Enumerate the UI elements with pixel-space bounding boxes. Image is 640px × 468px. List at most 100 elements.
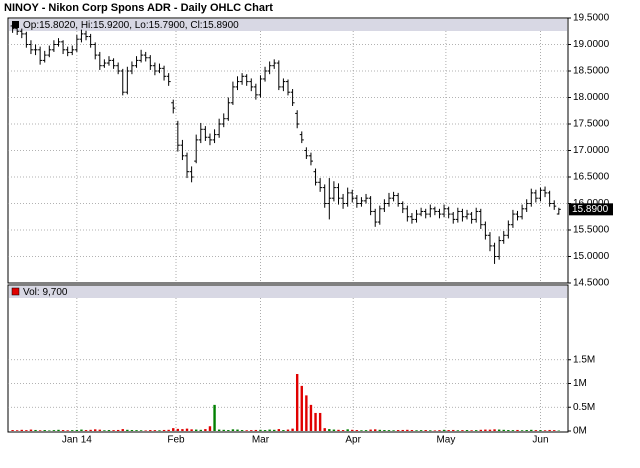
volume-bar bbox=[149, 430, 152, 431]
volume-bar bbox=[369, 429, 372, 431]
volume-bar bbox=[66, 430, 69, 431]
volume-bar bbox=[360, 430, 363, 431]
volume-bar bbox=[351, 429, 354, 431]
volume-bar bbox=[116, 429, 120, 431]
volume-bar bbox=[15, 430, 19, 431]
volume-bar bbox=[511, 430, 515, 431]
volume-bar bbox=[456, 430, 460, 431]
volume-bar bbox=[84, 430, 88, 431]
volume-bar bbox=[250, 430, 253, 431]
volume-bar bbox=[438, 430, 441, 431]
volume-bar bbox=[328, 429, 331, 431]
volume-bar bbox=[282, 430, 285, 431]
volume-bar bbox=[488, 429, 492, 431]
volume-bar bbox=[217, 429, 221, 431]
volume-bar bbox=[300, 385, 303, 431]
plot-layer: 14.500015.000015.500016.000016.500017.00… bbox=[8, 13, 613, 446]
volume-bar bbox=[57, 429, 60, 431]
volume-bar bbox=[410, 430, 414, 431]
volume-bar bbox=[52, 430, 56, 431]
volume-bar bbox=[502, 429, 505, 431]
volume-bar bbox=[29, 429, 33, 431]
volume-bar bbox=[378, 429, 382, 431]
volume-bar bbox=[484, 429, 487, 431]
volume-bar bbox=[543, 430, 547, 431]
y-tick-label: 16.5000 bbox=[573, 172, 610, 183]
volume-bar bbox=[383, 430, 386, 431]
volume-bar bbox=[534, 430, 538, 431]
volume-bar bbox=[213, 404, 216, 431]
volume-bar bbox=[465, 430, 469, 431]
volume-bar bbox=[433, 430, 437, 431]
volume-bar bbox=[61, 430, 65, 431]
x-tick-label: Feb bbox=[167, 435, 185, 446]
volume-bar bbox=[337, 429, 340, 431]
volume-bar bbox=[346, 429, 349, 431]
volume-strip bbox=[9, 286, 567, 298]
volume-bar bbox=[539, 430, 542, 431]
volume-bar bbox=[424, 430, 427, 431]
volume-bar bbox=[162, 429, 166, 431]
volume-bar bbox=[419, 430, 423, 431]
volume-bar bbox=[447, 430, 450, 431]
volume-bar bbox=[516, 429, 519, 431]
volume-bar bbox=[474, 430, 478, 431]
volume-bar bbox=[387, 430, 391, 431]
volume-bar bbox=[530, 429, 533, 431]
y-tick-label: 19.5000 bbox=[573, 13, 610, 24]
volume-tick-label: 0.5M bbox=[573, 402, 595, 413]
volume-bar bbox=[396, 430, 400, 431]
volume-bar bbox=[240, 430, 244, 431]
volume-bar bbox=[139, 430, 143, 431]
volume-bar bbox=[208, 426, 212, 431]
volume-bar bbox=[355, 430, 359, 431]
volume-bar bbox=[222, 429, 225, 431]
volume-panel bbox=[7, 284, 569, 433]
last-price-label: 15.8900 bbox=[572, 204, 609, 215]
volume-bar bbox=[479, 429, 482, 431]
volume-bar bbox=[43, 430, 46, 431]
volume-bar bbox=[309, 404, 313, 431]
x-tick-label: Jan 14 bbox=[62, 435, 92, 446]
volume-bar bbox=[98, 429, 102, 431]
volume-bar bbox=[548, 429, 551, 431]
last-price-box bbox=[569, 203, 613, 216]
ohlc-info: Op:15.8020, Hi:15.9200, Lo:15.7900, Cl:1… bbox=[23, 20, 239, 31]
volume-bar bbox=[172, 428, 175, 431]
volume-bar bbox=[286, 429, 290, 431]
y-tick-label: 17.5000 bbox=[573, 119, 610, 130]
volume-bar bbox=[190, 429, 193, 431]
volume-bar bbox=[94, 429, 97, 431]
volume-bar bbox=[415, 430, 418, 431]
volume-bar bbox=[194, 429, 198, 431]
volume-bar bbox=[305, 395, 308, 431]
x-tick-label: Apr bbox=[345, 435, 361, 446]
volume-bar bbox=[553, 430, 556, 431]
volume-bar bbox=[268, 429, 271, 431]
y-tick-label: 19.0000 bbox=[573, 39, 610, 50]
y-tick-label: 15.0000 bbox=[573, 251, 610, 262]
volume-bar bbox=[401, 429, 404, 431]
volume-bar bbox=[158, 430, 161, 431]
y-tick-label: 18.0000 bbox=[573, 92, 610, 103]
volume-bar bbox=[227, 430, 230, 431]
volume-bar bbox=[167, 429, 170, 431]
volume-bar bbox=[185, 428, 189, 431]
volume-bar bbox=[48, 430, 51, 431]
volume-bar bbox=[199, 429, 202, 431]
volume-tick-label: 0M bbox=[573, 426, 587, 437]
volume-bar bbox=[493, 429, 496, 431]
volume-bar bbox=[11, 430, 14, 431]
volume-bar bbox=[520, 430, 524, 431]
volume-tick-label: 1.5M bbox=[573, 354, 595, 365]
volume-bar bbox=[176, 428, 180, 431]
y-tick-label: 17.0000 bbox=[573, 145, 610, 156]
volume-bar bbox=[135, 430, 138, 431]
volume-bar bbox=[181, 429, 184, 431]
volume-bar bbox=[20, 429, 23, 431]
volume-bar bbox=[291, 428, 294, 431]
volume-bar bbox=[277, 429, 281, 431]
volume-bar bbox=[121, 429, 124, 431]
y-tick-label: 18.5000 bbox=[573, 66, 610, 77]
volume-bar bbox=[38, 430, 42, 431]
